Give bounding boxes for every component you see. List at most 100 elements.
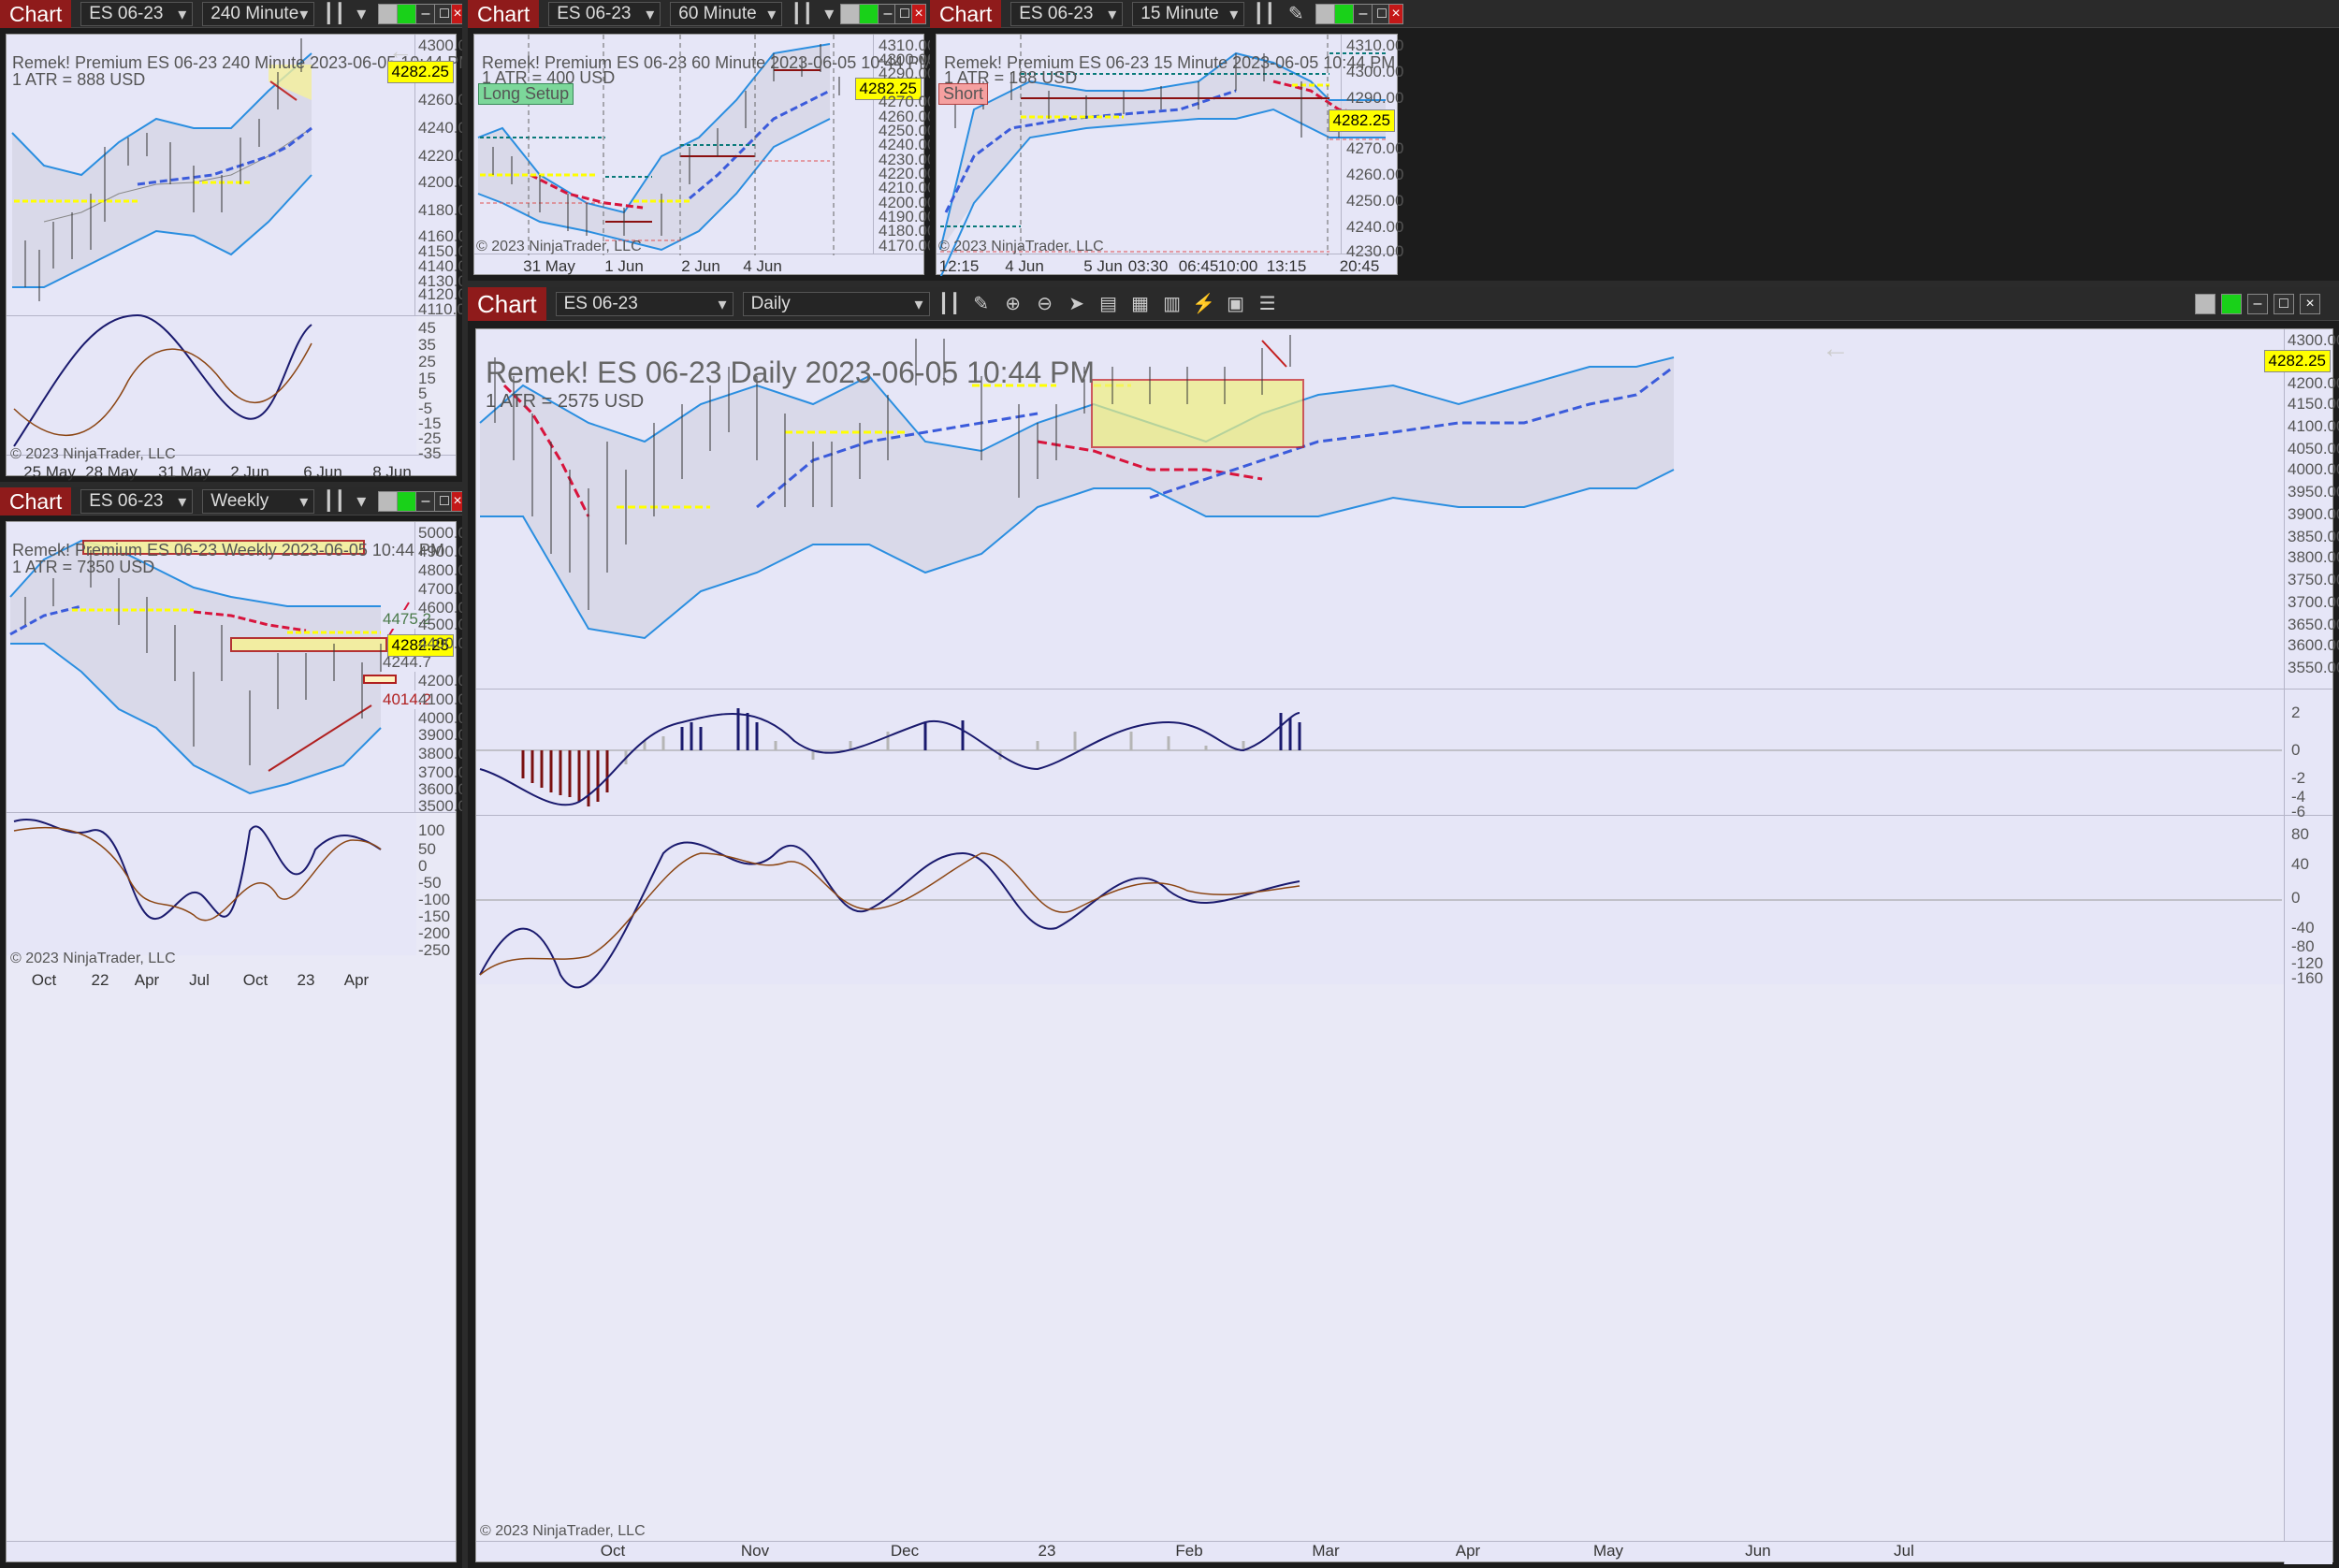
tab-color-button[interactable] [2195,294,2216,314]
oscillator-plot[interactable] [7,813,416,955]
minimize-button[interactable]: – [2247,294,2268,314]
pointer-icon[interactable]: ➤ [1068,293,1084,314]
price-axis [2284,329,2332,1564]
interval-selector[interactable]: Daily [742,291,930,316]
instrument-selector[interactable]: ES 06-23 [80,488,194,514]
instrument-selector[interactable]: ES 06-23 [555,291,734,316]
back-arrow-icon[interactable]: ← [1822,333,1850,364]
x-tick: 28 May [85,463,138,481]
interval-selector[interactable]: 15 Minute [1132,1,1245,26]
properties-icon[interactable]: ▦ [1131,293,1150,314]
x-tick: 06:45 [1178,257,1219,275]
chart-panel[interactable]: Remek! Premium ES 06-23 60 Minute 2023-0… [473,34,930,275]
interval-selector[interactable]: 60 Minute [670,1,783,26]
bar-type-icon[interactable]: ┃┃ [791,3,814,24]
hist-tick: -4 [2291,788,2306,806]
x-tick: Nov [740,1542,770,1560]
tab-color-button[interactable] [378,491,399,512]
maximize-button[interactable]: □ [2274,294,2294,314]
osc-tick: -5 [418,399,433,417]
chart-menu-button[interactable]: Chart [930,0,1002,28]
osc-tick: 0 [2291,889,2301,907]
x-tick: 31 May [158,463,211,481]
chart-menu-button[interactable]: Chart [468,0,540,28]
close-button[interactable]: × [451,491,462,512]
link-button[interactable] [1334,4,1355,24]
link-button[interactable] [2221,294,2242,314]
level-label: 4014.2 [383,690,431,709]
bar-type-icon[interactable]: ┃┃ [937,293,961,314]
link-button[interactable] [397,491,417,512]
chart-panel[interactable]: Remek! Premium ES 06-23 15 Minute 2023-0… [936,34,1403,276]
dropdown-icon[interactable]: ▾ [824,3,835,24]
chart-toolbar: Chart ES 06-23 15 Minute ┃┃ ✎ ⊕ ⊖ ▾ – □ … [930,0,2339,28]
tab-color-button[interactable] [1315,4,1336,24]
draw-tool-icon[interactable]: ✎ [1287,3,1304,24]
y-tick: 4200.00 [2288,374,2339,392]
instrument-selector[interactable]: ES 06-23 [548,1,661,26]
templates-icon[interactable]: ☰ [1258,293,1276,314]
time-axis [937,254,1397,274]
y-tick: 4310.00 [879,36,930,54]
bar-type-icon[interactable]: ┃┃ [323,490,346,512]
chart-menu-button[interactable]: Chart [0,487,72,515]
y-tick: 3750.00 [2288,571,2339,588]
close-button[interactable]: × [2300,294,2320,314]
y-tick: 4300.00 [879,51,930,68]
y-tick: 3850.00 [2288,528,2339,545]
y-tick: 4200.00 [879,194,930,211]
zoom-in-icon[interactable]: ⊕ [1005,293,1021,314]
chart-panel[interactable]: Remek! Premium ES 06-23 240 Minute 2023-… [6,34,462,481]
bar-type-icon[interactable]: ┃┃ [1253,3,1276,24]
close-button[interactable]: × [451,4,462,24]
time-axis [7,1541,456,1561]
tab-color-button[interactable] [378,4,399,24]
x-tick: 12:15 [938,257,980,275]
back-arrow-icon[interactable]: ← [388,36,413,65]
x-tick: 13:15 [1266,257,1307,275]
chart-panel[interactable]: Remek! Premium ES 06-23 Weekly 2023-06-0… [6,521,462,1562]
chart-toolbar: Chart ES 06-23 60 Minute ┃┃ ▾ – □ × [468,0,930,28]
y-tick: 4240.00 [1346,218,1404,236]
x-tick: Oct [31,971,57,989]
y-tick: 4250.00 [1346,192,1404,210]
y-tick: 4100.00 [2288,417,2339,435]
link-button[interactable] [397,4,417,24]
calculator-icon[interactable]: ▣ [1227,293,1245,314]
close-button[interactable]: × [1388,4,1403,24]
strategies-icon[interactable]: ▥ [1163,293,1182,314]
interval-selector[interactable]: 240 Minute [202,1,315,26]
close-button[interactable]: × [911,4,926,24]
chart-header: Remek! Premium ES 06-23 60 Minute 2023-0… [482,53,930,72]
chart-header: Remek! Premium ES 06-23 15 Minute 2023-0… [944,53,1396,72]
draw-tool-icon[interactable]: ✎ [973,293,989,314]
minimize-button[interactable]: – [415,4,436,24]
tab-color-button[interactable] [840,4,861,24]
y-tick: 4110.00 [418,300,462,318]
y-tick: 4160.00 [418,227,462,245]
osc-tick: -15 [418,414,442,432]
indicators-icon[interactable]: ⚡ [1192,293,1216,314]
histogram-plot[interactable] [476,690,2284,815]
dropdown-icon[interactable]: ▾ [356,490,367,512]
data-box-icon[interactable]: ▤ [1099,293,1118,314]
time-axis [7,455,456,475]
minimize-button[interactable]: – [1353,4,1373,24]
dropdown-icon[interactable]: ▾ [356,3,367,24]
x-tick: Jul [189,971,210,989]
instrument-selector[interactable]: ES 06-23 [1010,1,1124,26]
hist-tick: 2 [2291,704,2301,721]
interval-selector[interactable]: Weekly [202,488,315,514]
chart-menu-button[interactable]: Chart [0,0,72,28]
chart-panel[interactable]: Remek! ES 06-23 Daily 2023-06-05 10:44 P… [475,328,2339,1564]
y-tick: 3600.00 [2288,636,2339,654]
zoom-out-icon[interactable]: ⊖ [1037,293,1053,314]
y-tick: 4050.00 [2288,440,2339,457]
oscillator-plot[interactable] [7,316,416,455]
bar-type-icon[interactable]: ┃┃ [323,3,346,24]
minimize-button[interactable]: – [415,491,436,512]
y-tick: 4310.00 [1346,36,1404,54]
chart-menu-button[interactable]: Chart [468,287,546,321]
link-button[interactable] [859,4,879,24]
instrument-selector[interactable]: ES 06-23 [80,1,194,26]
